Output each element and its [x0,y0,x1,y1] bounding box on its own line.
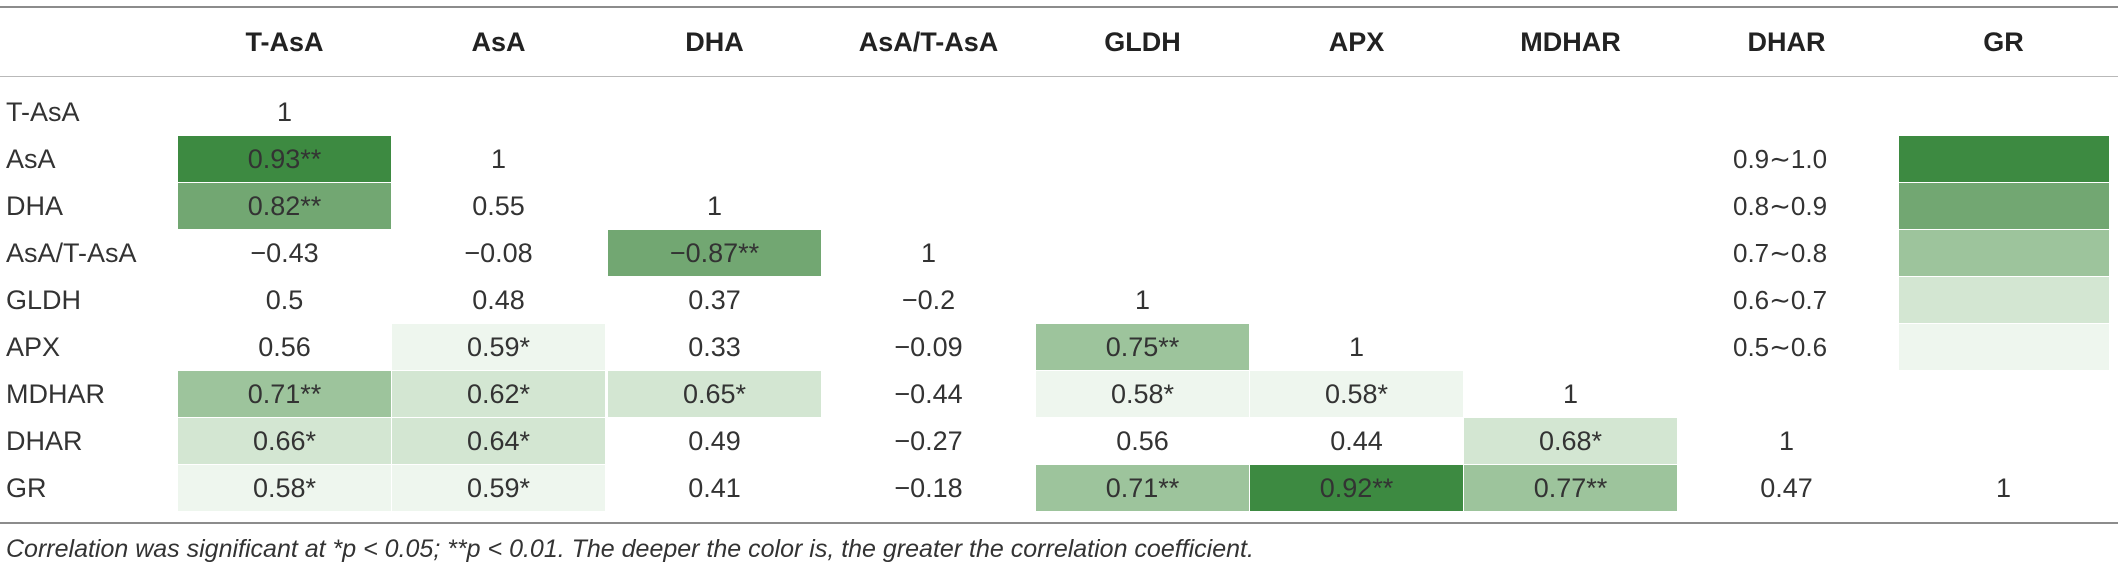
legend-range-label: 0.6∼0.7 [1733,285,1828,315]
table-cell: 0.56 [1116,426,1169,456]
row-label: MDHAR [6,379,105,409]
table-cell: 0.58* [1036,371,1249,417]
table-cell: 1 [706,191,723,221]
column-header: DHAR [1747,27,1826,57]
table-cell: 0.77** [1464,465,1677,511]
table-cell: 0.71** [1036,465,1249,511]
column-header: GR [1983,27,2024,57]
table-cell: −0.27 [894,426,963,456]
row-label: AsA [6,144,56,174]
table-cell: −0.18 [894,473,963,503]
legend-swatch [1899,324,2109,370]
column-header: GLDH [1104,27,1181,57]
column-header: APX [1328,27,1385,57]
table-cell: 0.48 [472,285,525,315]
table-cell: 0.58* [178,465,391,511]
legend-swatch [1899,183,2109,229]
legend-range-label: 0.7∼0.8 [1733,238,1828,268]
legend-swatch [1899,277,2109,323]
table-cell: 1 [1348,332,1365,362]
table-cell: −0.08 [464,238,533,268]
table-cell: 0.33 [688,332,741,362]
table-cell: 0.92** [1250,465,1463,511]
table-cell: −0.44 [894,379,963,409]
table-cell: 0.65* [608,371,821,417]
header-bottom-rule [0,76,2118,77]
table-cell: 0.37 [688,285,741,315]
table-cell: 0.58* [1250,371,1463,417]
column-header: AsA/T-AsA [858,27,999,57]
table-cell: −0.09 [894,332,963,362]
table-cell: 0.64* [392,418,605,464]
row-label: GLDH [6,285,82,315]
table-cell: 0.49 [688,426,741,456]
legend-range-label: 0.5∼0.6 [1733,332,1828,362]
table-cell: 0.41 [688,473,741,503]
table-cell: 1 [1562,379,1579,409]
table-cell: −0.87** [608,230,821,276]
table-cell: 0.82** [178,183,391,229]
table-bottom-rule [0,522,2118,524]
column-header: DHA [685,27,744,57]
table-cell: 0.68* [1464,418,1677,464]
table-cell: 1 [1778,426,1795,456]
table-cell: 0.59* [392,465,605,511]
table-cell: 0.93** [178,136,391,182]
table-cell: 1 [276,97,293,127]
table-cell: 0.56 [258,332,311,362]
row-label: GR [6,473,47,503]
row-label: APX [6,332,61,362]
legend-swatch [1899,230,2109,276]
legend-range-label: 0.8∼0.9 [1733,191,1828,221]
table-caption: Correlation was significant at *p < 0.05… [6,535,1254,563]
table-cell: −0.2 [901,285,956,315]
table-cell: 0.5 [265,285,304,315]
row-label: DHAR [6,426,83,456]
table-cell: 0.47 [1760,473,1813,503]
row-label: AsA/T-AsA [6,238,137,268]
legend-swatch [1899,136,2109,182]
table-top-rule [0,6,2118,8]
column-header: T-AsA [245,27,324,57]
table-cell: −0.43 [250,238,319,268]
table-cell: 0.59* [392,324,605,370]
table-cell: 0.71** [178,371,391,417]
table-cell: 1 [1134,285,1151,315]
table-cell: 1 [1995,473,2012,503]
row-label: DHA [6,191,64,221]
table-cell: 0.55 [472,191,525,221]
table-cell: 0.75** [1036,324,1249,370]
legend-range-label: 0.9∼1.0 [1733,144,1828,174]
table-cell: 1 [490,144,507,174]
table-cell: 0.66* [178,418,391,464]
row-label: T-AsA [6,97,80,127]
column-header: MDHAR [1520,27,1621,57]
column-header: AsA [471,27,526,57]
table-cell: 1 [920,238,937,268]
table-cell: 0.44 [1330,426,1383,456]
table-cell: 0.62* [392,371,605,417]
